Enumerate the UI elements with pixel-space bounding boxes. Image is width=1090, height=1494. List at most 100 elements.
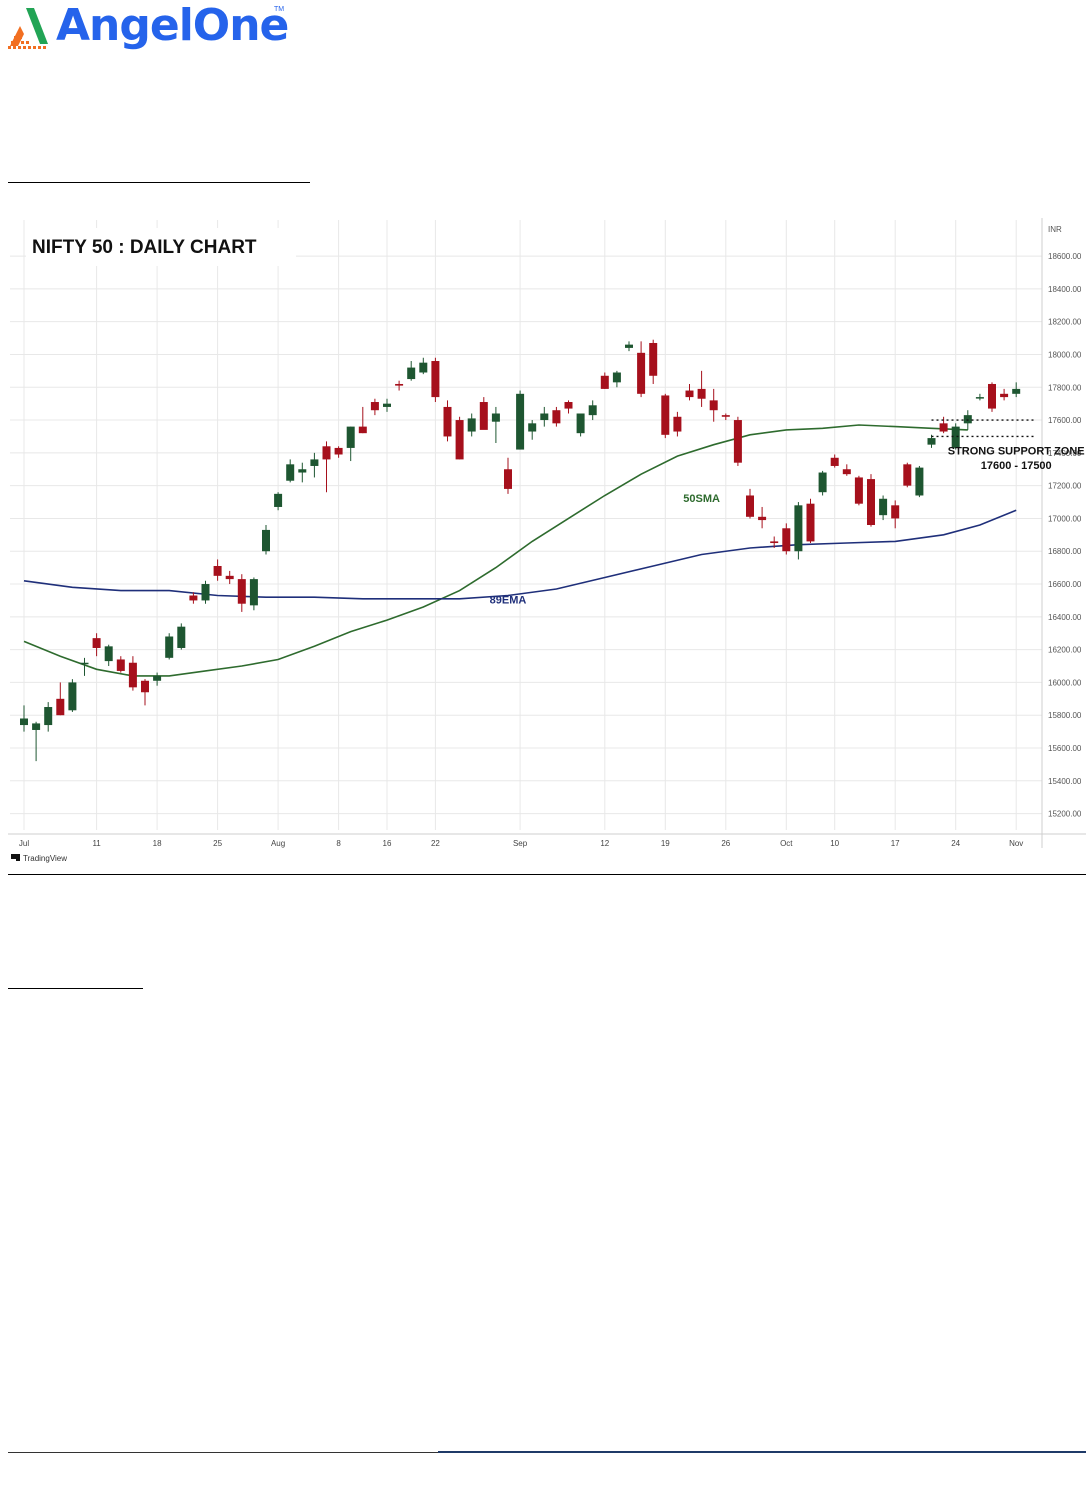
candle-body bbox=[746, 495, 754, 517]
annotation-label: 50SMA bbox=[683, 493, 720, 505]
x-tick-label: 11 bbox=[92, 839, 101, 848]
candle-body bbox=[588, 405, 597, 416]
x-tick-label: 18 bbox=[153, 839, 162, 848]
candle-body bbox=[649, 342, 658, 376]
candle-body bbox=[661, 395, 670, 435]
candle-body bbox=[358, 426, 367, 434]
candle-body bbox=[770, 541, 779, 544]
candle-body bbox=[395, 383, 404, 386]
y-tick-label: 16800.00 bbox=[1048, 547, 1082, 556]
x-tick-label: Aug bbox=[271, 839, 285, 848]
footer-rule-left bbox=[8, 1452, 438, 1453]
candle-body bbox=[274, 493, 283, 507]
candle-body bbox=[32, 723, 41, 730]
candle-body bbox=[782, 528, 791, 552]
candle-body bbox=[540, 413, 549, 421]
candle-body bbox=[818, 472, 827, 493]
annotation-label: 89EMA bbox=[490, 595, 527, 607]
candle-body bbox=[419, 362, 428, 373]
candle-body bbox=[491, 413, 500, 422]
candle-body bbox=[915, 467, 924, 496]
nifty-chart: 15200.00 15400.00 15600.00 15800.00 16000.00… bbox=[8, 218, 1086, 870]
y-tick-label: 17400.00 bbox=[1048, 449, 1082, 458]
candle-body bbox=[213, 565, 222, 576]
candle-body bbox=[189, 595, 198, 601]
watermark: TradingView bbox=[23, 854, 67, 863]
candle-body bbox=[262, 529, 270, 552]
candle-body bbox=[56, 698, 65, 716]
candles bbox=[20, 339, 1021, 762]
series-line-50sma bbox=[23, 424, 968, 677]
candle-body bbox=[249, 579, 258, 606]
candle-body bbox=[128, 662, 137, 688]
candle-body bbox=[576, 413, 585, 434]
y-tick-label: 16400.00 bbox=[1048, 613, 1082, 622]
candle-body bbox=[975, 397, 984, 399]
candle-body bbox=[564, 402, 573, 409]
candle-body bbox=[951, 426, 960, 448]
candle-body bbox=[92, 638, 101, 648]
y-tick-label: 17600.00 bbox=[1048, 416, 1082, 425]
candle-body bbox=[988, 383, 996, 409]
candle-body bbox=[625, 344, 633, 348]
candle-body bbox=[637, 352, 646, 394]
candle-body bbox=[794, 505, 803, 552]
candle-body bbox=[153, 675, 162, 681]
x-tick-label: 10 bbox=[830, 839, 839, 848]
y-tick-label: 16000.00 bbox=[1048, 678, 1082, 687]
x-tick-label: 25 bbox=[213, 839, 222, 848]
title-box bbox=[26, 228, 296, 266]
candle-body bbox=[322, 446, 331, 460]
x-tick-label: 26 bbox=[721, 839, 730, 848]
candle-body bbox=[479, 402, 488, 430]
x-tick-label: 19 bbox=[661, 839, 670, 848]
y-tick-label: 17800.00 bbox=[1048, 383, 1082, 392]
candle-body bbox=[963, 415, 972, 424]
x-tick-label: 12 bbox=[600, 839, 609, 848]
candle-body bbox=[830, 457, 839, 466]
section-rule-2 bbox=[8, 988, 143, 989]
brand-tm: TM bbox=[274, 6, 285, 13]
candle-body bbox=[201, 584, 210, 601]
candle-body bbox=[80, 662, 89, 665]
y-tick-label: 18000.00 bbox=[1048, 350, 1082, 359]
section-rule bbox=[8, 182, 310, 183]
candle-body bbox=[709, 400, 718, 411]
footer-rule-right bbox=[438, 1451, 1086, 1453]
candle-body bbox=[310, 459, 319, 466]
chart-background bbox=[8, 218, 1086, 870]
candle-body bbox=[891, 505, 900, 519]
y-tick-label: 17000.00 bbox=[1048, 514, 1082, 523]
candle-body bbox=[286, 464, 295, 481]
candle-body bbox=[20, 718, 28, 726]
candle-body bbox=[346, 426, 355, 448]
x-tick-label: Jul bbox=[19, 839, 29, 848]
y-tick-label: 15400.00 bbox=[1048, 777, 1082, 786]
candle-body bbox=[431, 361, 440, 398]
candle-body bbox=[116, 659, 125, 671]
candle-body bbox=[806, 503, 815, 542]
candle-body bbox=[1000, 393, 1009, 398]
x-tick-label: 16 bbox=[383, 839, 392, 848]
candle-body bbox=[467, 418, 476, 432]
candle-body bbox=[927, 438, 936, 445]
candle-body bbox=[443, 406, 452, 437]
annotation-label: STRONG SUPPORT ZONE bbox=[948, 445, 1085, 457]
candle-body bbox=[407, 367, 416, 380]
x-tick-label: 8 bbox=[336, 839, 341, 848]
y-tick-label: 15600.00 bbox=[1048, 744, 1082, 753]
candle-body bbox=[939, 423, 948, 432]
candle-body bbox=[165, 636, 174, 658]
candle-body bbox=[370, 402, 379, 411]
currency-label: INR bbox=[1048, 225, 1062, 234]
candle-body bbox=[697, 388, 706, 399]
y-tick-label: 18400.00 bbox=[1048, 285, 1082, 294]
annotation-label: 17600 - 17500 bbox=[981, 460, 1052, 472]
candle-body bbox=[44, 707, 53, 726]
x-tick-label: Oct bbox=[780, 839, 793, 848]
candle-body bbox=[104, 646, 113, 662]
x-axis: Jul 11 18 25 Aug 8 16 22 Sep 12 19 26 Oct 10 17 24 Nov bbox=[19, 839, 1023, 848]
candle-body bbox=[298, 469, 307, 473]
logo-mark-icon bbox=[8, 8, 48, 49]
x-tick-label: Nov bbox=[1009, 839, 1023, 848]
